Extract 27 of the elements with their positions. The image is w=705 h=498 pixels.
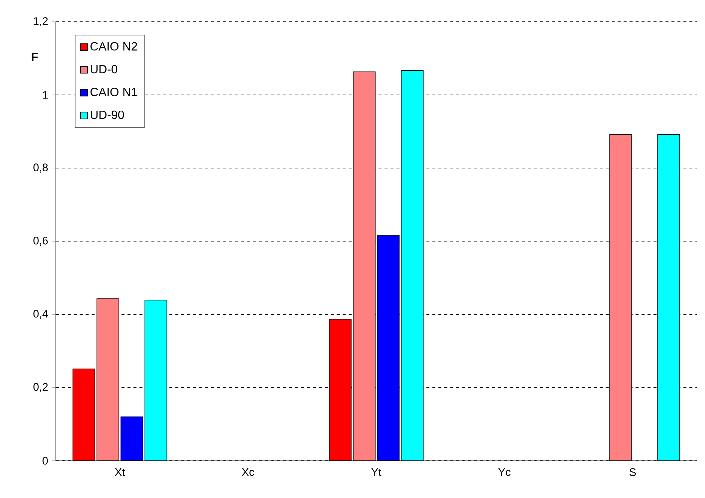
bar (610, 134, 632, 461)
bar (145, 300, 168, 461)
y-tick-label: 1,2 (34, 17, 48, 27)
bar (658, 134, 680, 461)
bar (402, 70, 424, 461)
y-tick-label: 0 (42, 457, 48, 465)
bar (329, 319, 352, 461)
x-tick-label: Yt (372, 468, 382, 476)
legend-label: UD-90 (91, 110, 124, 120)
x-tick-label: Xt (115, 468, 126, 476)
x-tick-label: Xc (242, 468, 254, 476)
x-tick-label: S (630, 468, 636, 476)
y-tick-label: 0,8 (34, 164, 48, 173)
legend-label: CAIO N1 (90, 88, 138, 96)
bar (73, 369, 96, 461)
legend-label: CAIO N2 (90, 42, 138, 51)
y-tick-label: 1 (43, 91, 48, 99)
y-axis-title: F (32, 53, 38, 62)
bar (97, 298, 120, 461)
x-tick-label: Yc (498, 468, 511, 476)
bar (354, 72, 376, 461)
y-tick-label: 0,4 (34, 310, 48, 320)
legend-label: UD-0 (91, 65, 118, 74)
bar (377, 235, 400, 461)
y-tick-label: 0,2 (34, 383, 48, 392)
y-tick-label: 0,6 (34, 236, 48, 246)
bar (121, 417, 144, 461)
